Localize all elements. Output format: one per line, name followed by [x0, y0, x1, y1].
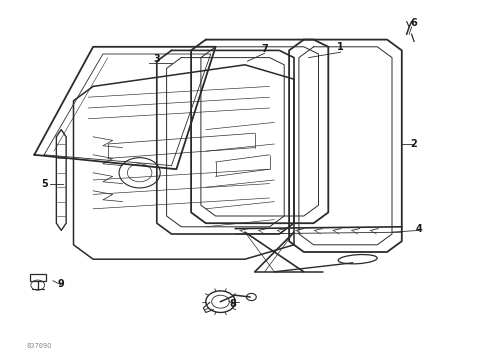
Text: 2: 2 [411, 139, 417, 149]
Text: 83709O: 83709O [27, 343, 52, 348]
Bar [30, 274, 46, 281]
Text: 9: 9 [58, 279, 65, 289]
Text: 3: 3 [153, 54, 160, 64]
Text: 1: 1 [337, 42, 344, 52]
Text: 8: 8 [229, 299, 236, 309]
Text: 4: 4 [416, 224, 422, 234]
Text: 5: 5 [42, 179, 49, 189]
Text: 6: 6 [411, 18, 417, 28]
Text: 7: 7 [261, 44, 268, 54]
